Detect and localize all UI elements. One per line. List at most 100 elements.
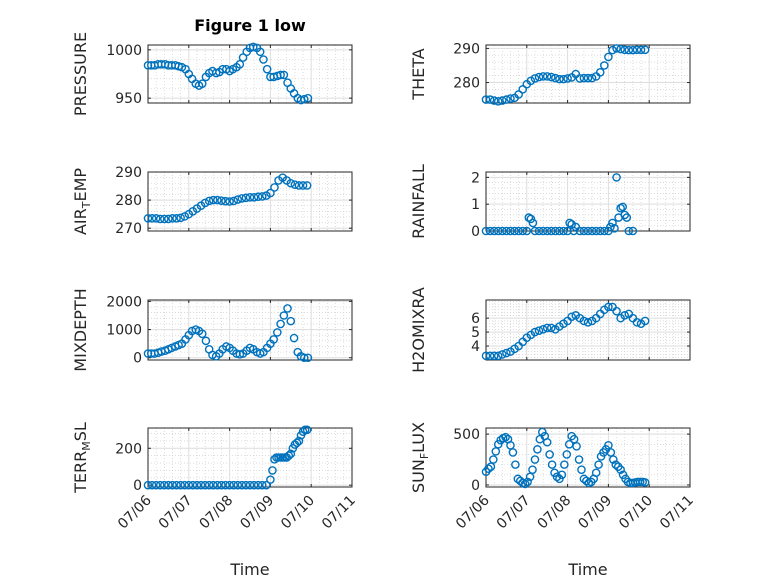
data-point [608, 455, 618, 464]
data-point [574, 455, 584, 464]
data-point [555, 74, 564, 84]
data-point [579, 226, 589, 236]
data-point [542, 226, 552, 236]
chart-title: Figure 1 low [194, 16, 306, 35]
data-point [506, 94, 515, 103]
data-point [481, 95, 491, 104]
data-point [610, 224, 619, 233]
x-tick-label: 07/09 [237, 493, 277, 533]
data-point [493, 351, 503, 361]
data-point [611, 460, 621, 469]
data-point [164, 480, 173, 490]
y-axis-label: AIRTEMP [71, 168, 93, 235]
data-point [542, 323, 552, 333]
data-point [298, 181, 308, 190]
data-point [555, 226, 564, 236]
data-point [552, 472, 562, 482]
data-point [616, 465, 625, 475]
data-point [262, 480, 271, 490]
data-point [530, 226, 540, 236]
y-tick-label: 6 [471, 311, 480, 327]
data-point [594, 460, 603, 469]
data-point [184, 480, 194, 490]
data-point [269, 335, 278, 344]
data-point [501, 432, 510, 442]
data-point [241, 193, 251, 203]
data-point [188, 480, 198, 490]
data-point [542, 437, 552, 447]
y-axis-label: MIXDEPTH [71, 288, 90, 371]
data-point [502, 348, 511, 358]
data-point [608, 45, 617, 55]
data-point [518, 85, 528, 94]
data-point [534, 326, 544, 335]
x-tick-label: 07/10 [278, 493, 318, 533]
y-tick-label: 1 [471, 197, 480, 213]
data-point [632, 318, 642, 327]
x-axis-label: Time [567, 560, 607, 579]
data-point [551, 73, 560, 83]
data-point [253, 192, 263, 202]
data-point [160, 214, 169, 224]
data-point [575, 226, 585, 236]
data-point [616, 44, 625, 54]
data-point [201, 336, 211, 346]
y-tick-label: 2 [471, 170, 480, 186]
axes-box [147, 427, 353, 488]
data-point [577, 465, 586, 475]
data-point [502, 95, 511, 104]
x-tick-label: 07/08 [535, 493, 575, 533]
data-point [628, 45, 638, 55]
data-point [235, 60, 245, 69]
x-tick-label: 07/07 [494, 493, 534, 533]
data-point [579, 316, 589, 326]
x-tick-label: 07/06 [453, 492, 493, 532]
data-point [572, 442, 581, 451]
data-point [204, 480, 214, 490]
data-point [237, 194, 247, 203]
data-point [286, 178, 296, 188]
data-point [294, 181, 304, 190]
data-point [257, 192, 267, 201]
axes-background [148, 45, 352, 103]
data-point [249, 480, 259, 490]
data-point [229, 480, 238, 490]
data-point [290, 180, 300, 189]
x-tick-label: 07/11 [319, 493, 359, 533]
data-point [147, 480, 157, 490]
data-point [225, 197, 234, 206]
data-point [217, 196, 226, 205]
data-point [518, 226, 528, 236]
data-point [511, 460, 520, 469]
data-point [546, 323, 556, 333]
data-point [514, 90, 523, 99]
y-axis-label: SUNFLUX [409, 422, 431, 493]
data-point [485, 226, 495, 236]
data-point [502, 226, 511, 236]
data-point [241, 480, 251, 490]
data-point [248, 42, 258, 52]
data-point [155, 214, 165, 224]
data-point [583, 318, 593, 327]
y-tick-label: 0 [133, 351, 142, 367]
subplot-5: 0 1000 2000 MIXDEPTH [71, 288, 353, 372]
data-point [276, 70, 285, 80]
data-point [600, 226, 609, 236]
data-point [530, 74, 540, 83]
x-tick-label: 07/10 [616, 493, 656, 533]
data-point [233, 480, 243, 490]
y-tick-label: 1000 [106, 323, 142, 339]
data-point [276, 319, 285, 329]
data-point [579, 73, 589, 83]
x-tick-label: 07/08 [197, 493, 237, 533]
data-point [557, 470, 567, 480]
data-point [168, 214, 177, 223]
data-point [253, 480, 263, 490]
data-point [640, 45, 650, 55]
data-point [289, 333, 299, 343]
data-point [640, 478, 650, 487]
axes-box [485, 44, 691, 104]
y-tick-label: 5 [471, 325, 480, 341]
data-point [538, 72, 548, 81]
